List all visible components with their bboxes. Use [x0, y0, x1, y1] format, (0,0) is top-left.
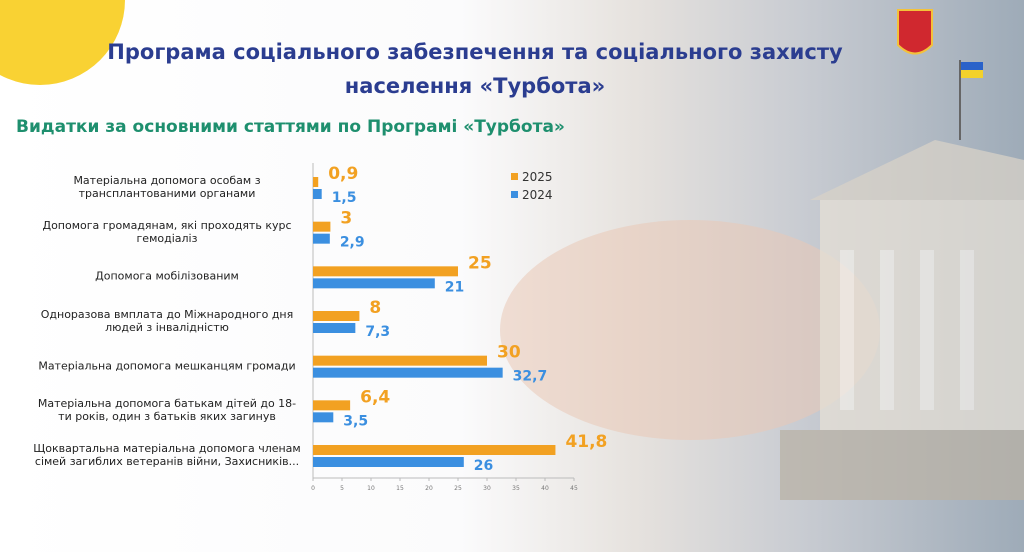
- data-label: 2,9: [340, 235, 365, 251]
- category-label: Допомога мобілізованим: [95, 269, 239, 283]
- bar: [313, 400, 351, 411]
- legend-label: 2025: [522, 170, 553, 184]
- bar: [313, 189, 322, 199]
- legend-marker: [511, 191, 518, 198]
- category-label: Матеріальна допомога особам з трансплант…: [73, 174, 261, 200]
- bar: [313, 311, 360, 321]
- category-label: Щоквартальна матеріальна допомога членам…: [33, 442, 301, 468]
- bar: [313, 177, 319, 187]
- x-tick-label: 20: [425, 485, 433, 492]
- data-label: 3,5: [343, 413, 368, 429]
- coat-of-arms: [897, 9, 933, 55]
- x-tick-label: 5: [340, 485, 344, 492]
- data-label: 41,8: [565, 432, 607, 452]
- bar: [313, 323, 356, 333]
- category-label: Матеріальна допомога батькам дітей до 18…: [37, 397, 297, 424]
- data-label: 1,5: [332, 190, 357, 206]
- bar: [313, 457, 464, 467]
- bar: [313, 367, 503, 378]
- x-tick-label: 30: [483, 485, 491, 492]
- data-label: 32,7: [513, 369, 548, 385]
- bar: [313, 445, 556, 455]
- x-tick-label: 35: [512, 485, 520, 492]
- category-label: Допомога громадянам, які проходять курс …: [42, 218, 292, 245]
- chart-title: Видатки за основними статтями по Програм…: [16, 117, 565, 137]
- bar: [313, 412, 334, 423]
- data-label: 0,9: [328, 164, 358, 184]
- x-tick-label: 45: [570, 485, 578, 492]
- bar: [313, 233, 330, 244]
- x-tick-label: 10: [367, 485, 375, 492]
- x-tick-label: 25: [454, 485, 462, 492]
- page-title: Програма соціального забезпечення та соц…: [107, 40, 843, 64]
- data-label: 8: [369, 298, 381, 318]
- data-label: 30: [497, 343, 521, 363]
- bar: [313, 266, 458, 277]
- legend-marker: [511, 173, 518, 180]
- page-title: населення «Турбота»: [344, 74, 606, 98]
- data-label: 7,3: [365, 324, 390, 340]
- bar: [313, 221, 331, 232]
- x-tick-label: 0: [311, 485, 315, 492]
- data-label: 6,4: [360, 387, 390, 407]
- category-label: Одноразова вмплата до Міжнародного дня л…: [40, 308, 294, 334]
- data-label: 26: [474, 458, 493, 474]
- data-label: 21: [445, 279, 464, 295]
- hands-photo: [500, 220, 880, 440]
- building: [780, 140, 1024, 500]
- data-label: 3: [340, 209, 352, 229]
- x-tick-label: 40: [541, 485, 549, 492]
- bar: [313, 278, 435, 289]
- decor-circle: [0, 0, 125, 85]
- x-tick-label: 15: [396, 485, 404, 492]
- legend-label: 2024: [522, 188, 553, 202]
- category-label: Матеріальна допомога мешканцям громади: [38, 359, 296, 373]
- bar: [313, 355, 487, 366]
- data-label: 25: [468, 253, 492, 273]
